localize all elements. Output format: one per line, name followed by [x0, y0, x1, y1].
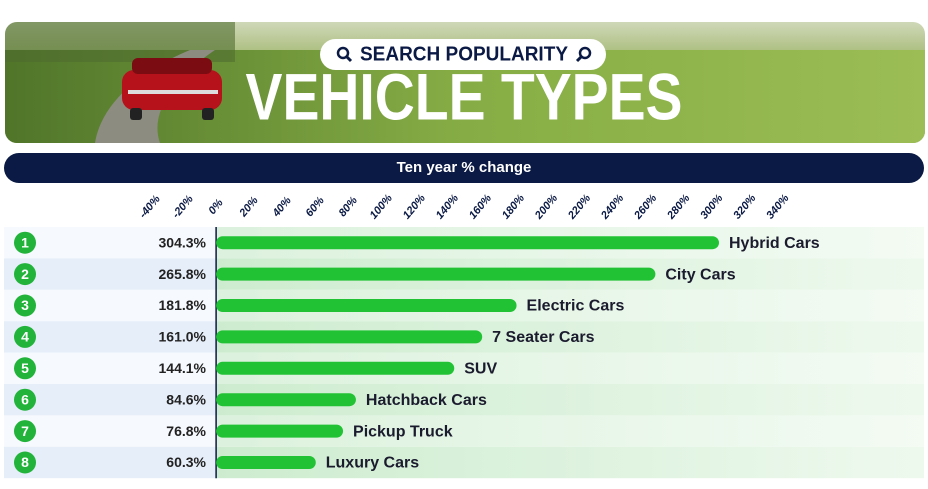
value-label: 161.0% [159, 329, 207, 345]
search-icon [575, 55, 583, 63]
category-label: Luxury Cars [326, 455, 419, 472]
rank-label: 8 [21, 454, 29, 470]
row-background [4, 446, 217, 479]
search-icon [336, 46, 350, 60]
rank-circle [14, 325, 36, 348]
rank-circle [14, 357, 36, 380]
row-background [4, 289, 217, 322]
x-tick-label: 120% [401, 192, 428, 221]
bar [216, 361, 455, 375]
rank-label: 4 [21, 329, 29, 345]
rank-label: 6 [21, 391, 29, 407]
row-background [4, 258, 217, 290]
bar [216, 330, 483, 344]
x-tick-label: 320% [731, 192, 758, 221]
x-tick-label: 260% [631, 192, 659, 222]
x-tick-label: -40% [137, 193, 163, 221]
x-tick-label: 200% [532, 192, 560, 222]
row-background [216, 446, 924, 479]
bar [216, 393, 356, 407]
rank-circle [14, 388, 36, 411]
x-tick-label: -20% [170, 193, 196, 221]
search-icon [345, 55, 353, 63]
title: VEHICLE TYPES [246, 59, 683, 133]
row-background [4, 384, 217, 416]
x-tick-label: 300% [698, 192, 725, 221]
x-tick-label: 100% [368, 192, 395, 221]
bar [216, 456, 316, 469]
x-tick-label: 80% [337, 194, 360, 219]
rank-label: 7 [21, 423, 29, 439]
badge-text: SEARCH POPULARITY [360, 43, 569, 65]
rank-label: 2 [21, 266, 29, 282]
search-icon [578, 46, 592, 60]
rank-circle [14, 294, 36, 317]
row-background [4, 227, 217, 259]
x-tick-label: 240% [598, 192, 626, 222]
x-tick-label: 160% [467, 192, 494, 221]
category-label: Pickup Truck [353, 423, 453, 440]
badge [320, 39, 606, 70]
rank-label: 1 [21, 234, 29, 250]
x-tick-label: 180% [500, 192, 527, 221]
row-background [4, 415, 217, 447]
category-label: 7 Seater Cars [492, 329, 594, 346]
category-label: Hybrid Cars [729, 235, 820, 252]
x-tick-label: 60% [304, 194, 327, 219]
value-label: 76.8% [166, 423, 206, 439]
bar [216, 424, 344, 438]
rank-circle [14, 263, 36, 286]
bar [216, 267, 656, 281]
bar [216, 236, 720, 250]
bar [216, 299, 517, 312]
rank-circle [14, 451, 36, 474]
rank-circle [14, 420, 36, 443]
value-label: 60.3% [166, 454, 206, 470]
value-label: 181.8% [159, 297, 207, 313]
x-tick-label: 280% [664, 192, 692, 222]
row-background [4, 321, 217, 353]
x-tick-label: 220% [565, 192, 593, 222]
rank-label: 5 [21, 360, 29, 376]
value-label: 84.6% [166, 391, 206, 407]
x-tick-label: 20% [237, 194, 261, 220]
x-tick-label: 40% [270, 194, 294, 220]
row-background [4, 352, 217, 384]
plot: -40% -20% 0% 20% 40% 60% 80% 100% 120% 140% 160% 18… [4, 192, 924, 479]
rank-circle [14, 231, 36, 254]
value-label: 265.8% [159, 266, 207, 282]
x-tick-label: 340% [764, 192, 791, 221]
x-tick-label: 0% [206, 197, 226, 217]
category-label: SUV [464, 361, 497, 378]
value-label: 304.3% [159, 234, 207, 250]
value-label: 144.1% [159, 360, 207, 376]
rank-label: 3 [21, 297, 29, 313]
category-label: City Cars [665, 266, 735, 283]
category-label: Electric Cars [527, 298, 625, 315]
subtitle: Ten year % change [397, 159, 532, 176]
subtitle-bar [4, 153, 924, 183]
category-label: Hatchback Cars [366, 392, 487, 409]
red-car [122, 58, 222, 120]
x-tick-label: 140% [434, 192, 461, 221]
